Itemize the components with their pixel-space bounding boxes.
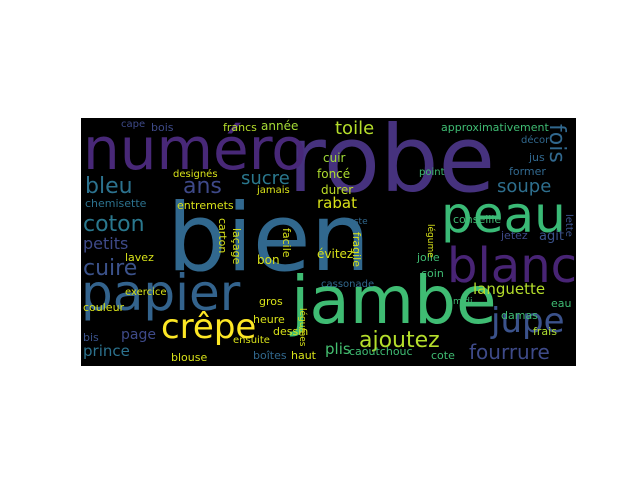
word-francs: francs xyxy=(223,121,257,134)
word-legume: légume xyxy=(425,224,435,258)
word-ensuite: ensuite xyxy=(233,335,270,346)
word-damas: damas xyxy=(501,309,538,322)
word-plis: plis xyxy=(325,340,351,358)
word-bis: bis xyxy=(83,331,99,344)
word-bon: bon xyxy=(257,253,280,267)
word-bleu: bleu xyxy=(85,174,133,199)
word-jambe: jambe xyxy=(291,262,497,339)
word-cape: cape xyxy=(121,119,146,130)
word-coton: coton xyxy=(83,212,145,237)
word-eau: eau xyxy=(551,297,572,310)
word-petits: petits xyxy=(83,234,129,253)
word-designes: designés xyxy=(173,169,218,180)
word-jamais: jamais xyxy=(257,185,290,196)
word-papier: papier xyxy=(81,264,241,322)
word-page: page xyxy=(121,327,156,343)
word-jus: jus xyxy=(529,151,545,164)
word-soupe: soupe xyxy=(497,176,552,197)
word-coin: coin xyxy=(421,267,444,280)
word-veste: veste xyxy=(343,217,368,227)
word-legumes: légumes xyxy=(297,308,307,347)
word-lette: lette xyxy=(563,214,574,237)
word-cloud: robe numéro bien jambe peau papier blanc… xyxy=(81,118,576,366)
word-frais: frais xyxy=(533,325,557,338)
word-jetez: jetez xyxy=(501,229,528,242)
word-ans: ans xyxy=(183,174,222,199)
word-midi: midi xyxy=(453,297,473,307)
word-boites: boîtes xyxy=(253,349,287,362)
word-point: point xyxy=(419,167,445,178)
word-cassonade: cassonade xyxy=(321,279,375,290)
word-conseille: conseille xyxy=(453,213,502,226)
word-crepe: crêpe xyxy=(161,307,257,347)
word-sucre: sucre xyxy=(241,168,290,189)
word-peau: peau xyxy=(441,186,566,244)
word-cote: cote xyxy=(431,349,455,362)
word-jupe: jupe xyxy=(491,301,565,341)
word-dessin: dessin xyxy=(273,325,309,338)
word-ajoutez: ajoutez xyxy=(359,328,440,353)
word-bien: bien xyxy=(167,184,371,293)
word-former: former xyxy=(509,165,546,178)
word-cuire: cuire xyxy=(83,256,138,281)
word-caoutchouc: caoutchouc xyxy=(349,345,413,358)
word-fragile: fragile xyxy=(350,232,363,267)
word-exercice: exercice xyxy=(125,287,167,298)
word-cuir: cuir xyxy=(323,151,346,165)
word-carton: carton xyxy=(216,218,229,254)
word-fois: fois xyxy=(544,124,569,163)
word-rabat: rabat xyxy=(317,194,357,212)
word-approximativement: approximativement xyxy=(441,121,549,134)
word-numero: numéro xyxy=(83,118,307,183)
word-durer: durer xyxy=(321,183,354,197)
word-lavez: lavez xyxy=(125,251,154,264)
word-evitez: évitez xyxy=(317,247,354,261)
word-robe: robe xyxy=(288,118,496,213)
word-chemisette: chemisette xyxy=(85,197,147,210)
word-facile: facile xyxy=(280,228,293,258)
word-fonce: foncé xyxy=(317,167,351,181)
word-prince: prince xyxy=(83,342,130,360)
word-jolie: jolie xyxy=(417,251,440,264)
word-lacage: laçage xyxy=(230,228,243,265)
word-agit: agit xyxy=(539,229,564,244)
word-haut: haut xyxy=(291,349,316,362)
word-gros: gros xyxy=(259,295,283,308)
word-blouse: blouse xyxy=(171,351,208,364)
word-fourrure: fourrure xyxy=(469,340,550,364)
word-couleur: couleur xyxy=(83,301,125,314)
word-heure: heure xyxy=(253,313,285,326)
word-blanc: blanc xyxy=(447,238,576,294)
word-entremets: entremets xyxy=(177,199,234,212)
word-toile: toile xyxy=(335,118,375,139)
word-decor: décor xyxy=(521,135,550,146)
word-annee: année xyxy=(261,119,299,133)
word-bois: bois xyxy=(151,121,174,134)
word-languette: languette xyxy=(473,280,546,298)
